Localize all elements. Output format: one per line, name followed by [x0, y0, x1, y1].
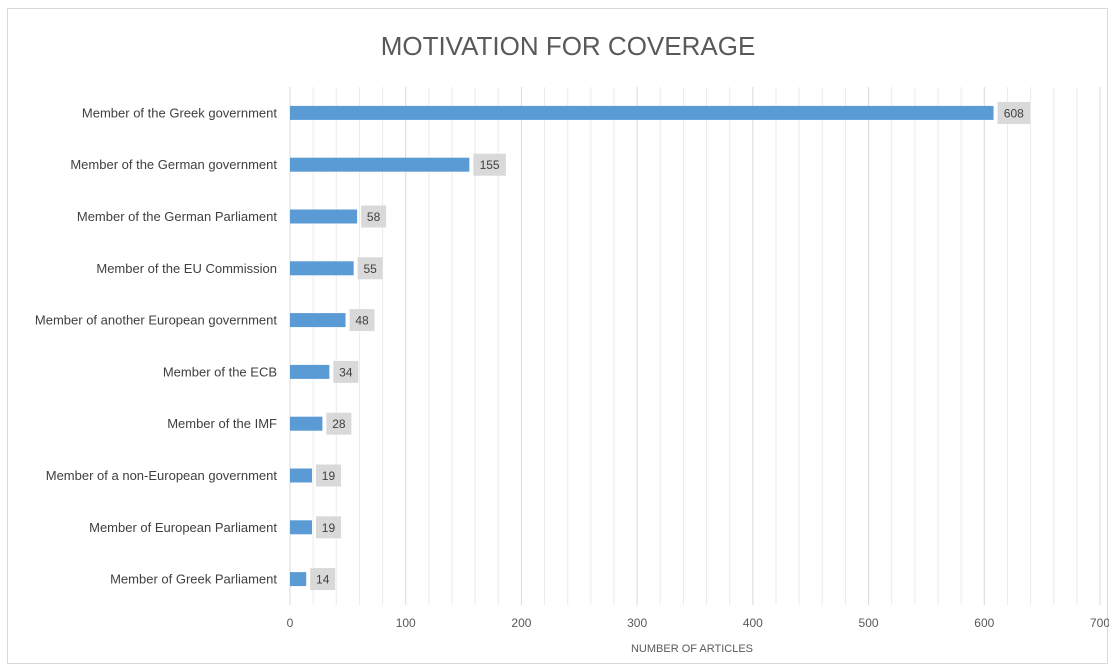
bars-layer: 608 155 58 55 48 34 28 19 19 14: [290, 101, 1031, 591]
chart-area: MOTIVATION FOR COVERAGE 608 155 58 55 48 34 28…: [7, 8, 1109, 664]
data-label: 155: [480, 158, 500, 172]
grid-layer: [289, 87, 1101, 605]
data-label: 608: [1004, 106, 1024, 120]
data-label: 55: [363, 262, 377, 276]
data-label-box: [361, 205, 387, 228]
x-axis-title: NUMBER OF ARTICLES: [631, 643, 753, 655]
data-label: 19: [322, 521, 336, 535]
bar: [290, 261, 354, 276]
x-tick-label: 0: [287, 616, 294, 630]
bar: [290, 468, 312, 483]
category-label: Member of a non-European government: [46, 468, 278, 483]
data-label-box: [326, 412, 352, 435]
x-tick-label: 500: [859, 616, 879, 630]
x-tick-label: 700: [1090, 616, 1109, 630]
data-label-box: [315, 516, 341, 539]
bar-chart: MOTIVATION FOR COVERAGE 608 155 58 55 48 34 28…: [35, 31, 1109, 655]
data-label-box: [357, 257, 383, 280]
category-label: Member of the ECB: [163, 364, 277, 379]
data-label-box: [997, 101, 1031, 124]
bar: [290, 157, 470, 172]
bar: [290, 209, 358, 224]
x-tick-labels: 0 100 200 300 400 500 600 700: [287, 616, 1109, 630]
x-tick-label: 600: [974, 616, 994, 630]
x-tick-label: 400: [743, 616, 763, 630]
x-tick-label: 200: [511, 616, 531, 630]
category-label: Member of the German Parliament: [77, 209, 278, 224]
category-label: Member of the EU Commission: [96, 261, 277, 276]
data-label: 28: [332, 417, 346, 431]
bar: [290, 572, 307, 587]
bar: [290, 364, 330, 379]
category-label: Member of the German government: [70, 157, 277, 172]
data-label-box: [315, 464, 341, 487]
category-label: Member of European Parliament: [89, 520, 277, 535]
bar: [290, 416, 323, 431]
x-tick-label: 100: [396, 616, 416, 630]
bar: [290, 313, 346, 328]
category-label: Member of another European government: [35, 313, 277, 328]
category-label: Member of the Greek government: [82, 105, 277, 120]
bar: [290, 105, 994, 120]
data-label-box: [310, 568, 336, 591]
data-label: 19: [322, 469, 336, 483]
data-label-box: [473, 153, 506, 176]
data-label: 14: [316, 573, 330, 587]
chart-title: MOTIVATION FOR COVERAGE: [381, 31, 756, 61]
data-label: 48: [355, 314, 369, 328]
data-label: 34: [339, 365, 353, 379]
data-label-box: [333, 360, 359, 383]
x-tick-label: 300: [627, 616, 647, 630]
bar: [290, 520, 312, 535]
data-label: 58: [367, 210, 381, 224]
category-label: Member of the IMF: [167, 416, 277, 431]
category-label: Member of Greek Parliament: [110, 572, 277, 587]
data-label-box: [349, 309, 375, 332]
category-labels: Member of the Greek government Member of …: [35, 105, 277, 586]
